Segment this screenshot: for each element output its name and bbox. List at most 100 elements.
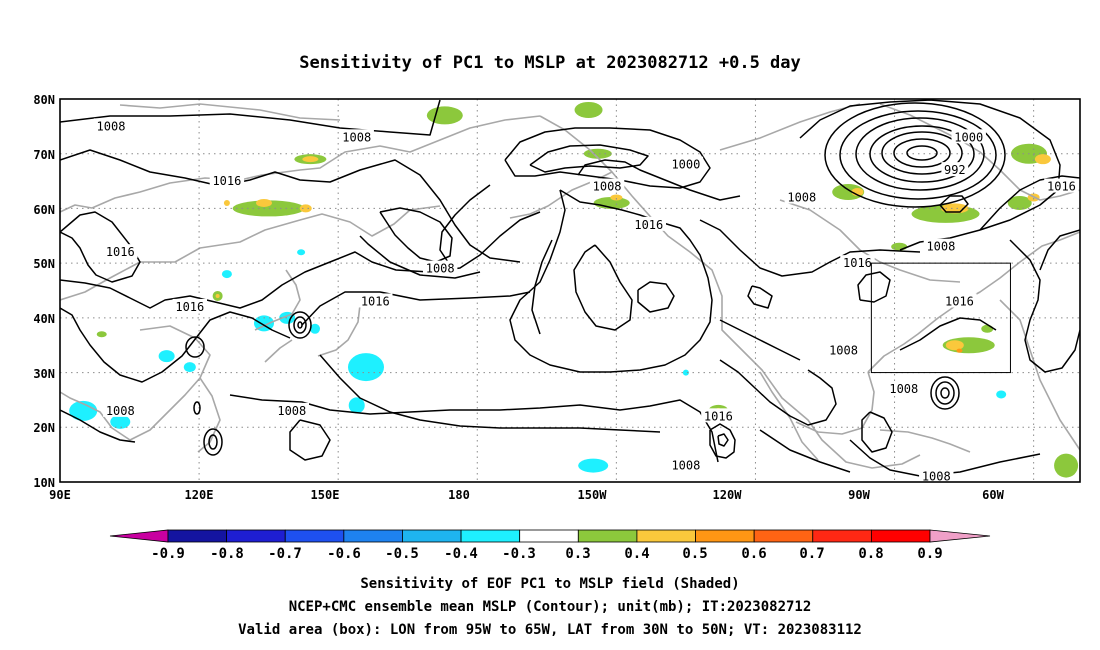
contour-label-background (923, 238, 959, 253)
contour-label: 1008 (671, 459, 700, 473)
sensitivity-patch (223, 199, 230, 206)
sensitivity-patch (232, 200, 305, 217)
sensitivity-patch (1054, 453, 1079, 478)
x-axis-ticks: 90E 120E 150E 180 150W 120W 90W 60W (49, 488, 1004, 502)
contour-label-background (941, 162, 969, 177)
contour-label-background (951, 129, 986, 144)
sensitivity-patch (302, 156, 319, 163)
contour-label-background (784, 189, 820, 204)
x-tick-label: 90E (49, 488, 71, 502)
x-tick-label: 180 (448, 488, 470, 502)
sensitivity-patch (36, 218, 38, 220)
colorbar-swatch (753, 529, 814, 543)
colorbar-swatch (460, 529, 521, 543)
y-tick-label: 80N (33, 93, 55, 107)
contour-label: 1008 (277, 404, 306, 418)
colorbar-lower-triangle (109, 529, 169, 543)
footer-line-3: Valid area (box): LON from 95W to 65W, L… (238, 622, 862, 638)
colorbar-label: -0.5 (385, 546, 419, 562)
y-tick-label: 40N (33, 312, 55, 326)
sensitivity-patch (69, 400, 98, 421)
contour-label-background (668, 156, 704, 171)
sensitivity-patch (996, 390, 1007, 399)
sensitivity-patch (945, 340, 964, 351)
map-frame (59, 98, 1081, 483)
x-tick-label: 150E (311, 488, 340, 502)
colorbar-label: 0.8 (858, 546, 883, 562)
contour-label-background (172, 298, 208, 313)
sensitivity-patch (1034, 154, 1051, 165)
contour-label: 1008 (787, 190, 816, 204)
colorbar-label: -0.4 (444, 546, 478, 562)
sensitivity-patch (610, 194, 623, 201)
y-tick-label: 30N (33, 367, 55, 381)
contour-label: 1016 (1047, 180, 1076, 194)
contour-label: 1016 (212, 174, 241, 188)
contour-label-background (923, 99, 959, 100)
contour-label-background (919, 468, 954, 482)
colorbar-swatch (284, 529, 345, 543)
colorbar-label: 0.9 (917, 546, 942, 562)
sensitivity-patch (348, 353, 384, 382)
colorbar-label: 0.3 (565, 546, 590, 562)
colorbar-label: 0.6 (741, 546, 766, 562)
y-tick-label: 60N (33, 203, 55, 217)
sensitivity-patch (221, 270, 232, 279)
sensitivity-patch (1007, 195, 1032, 210)
sensitivity-patch (256, 198, 272, 207)
contour-label-background (1044, 178, 1079, 193)
contour-label: 1016 (175, 300, 204, 314)
contour-label-background (103, 244, 138, 259)
contour-label: 1000 (671, 158, 700, 172)
colorbar-upper-triangle (929, 529, 991, 543)
contour-label-background (103, 402, 138, 417)
sensitivity-patch (110, 414, 131, 429)
contour-label-background (339, 129, 374, 144)
contour-label: 1016 (945, 294, 974, 308)
y-tick-label: 70N (33, 148, 55, 162)
colorbar-swatch (870, 529, 931, 543)
contour-label: 1008 (426, 262, 455, 276)
contour-label-background (93, 118, 129, 133)
x-tick-label: 60W (982, 488, 1004, 502)
contour-label: 1016 (634, 218, 663, 232)
contour-label-background (358, 293, 393, 308)
contour-label: 1016 (106, 245, 135, 259)
contour-label-background (668, 457, 704, 472)
x-tick-label: 120W (713, 488, 743, 502)
contour-label: 1016 (704, 409, 733, 423)
contour-label: 1008 (106, 404, 135, 418)
colorbar-swatch (343, 529, 403, 543)
map-title: Sensitivity of PC1 to MSLP at 2023082712… (299, 53, 801, 73)
y-tick-label: 20N (33, 421, 55, 435)
contour-label: 1008 (97, 119, 126, 133)
contour-label: 1008 (342, 130, 371, 144)
contour-label: 1008 (922, 470, 951, 484)
contour-label: 1008 (926, 240, 955, 254)
colorbar-swatch (636, 529, 696, 543)
contour-label-background (840, 255, 875, 270)
colorbar-swatch (226, 529, 286, 543)
sensitivity-patch (348, 397, 365, 414)
x-tick-label: 150W (578, 488, 608, 502)
sensitivity-patch (183, 362, 196, 373)
contour-label: 1016 (843, 256, 872, 270)
contour-label-background (422, 260, 458, 275)
sensitivity-patch (891, 242, 908, 251)
sensitivity-patch (832, 184, 865, 201)
colorbar-labels: -0.9 -0.8 -0.7 -0.6 -0.5 -0.4 -0.3 0.3 0… (151, 546, 943, 562)
contour-label: 992 (944, 163, 966, 177)
y-axis-ticks: 80N 70N 60N 50N 40N 30N 20N 10N (33, 93, 55, 490)
sensitivity-patch (682, 369, 689, 376)
y-tick-label: 50N (33, 257, 55, 271)
mslp-contours (60, 99, 1080, 477)
contour-labels: 1008 1008 1016 1016 1016 1008 1008 1016 1008 1000… (93, 99, 1079, 484)
map-panel: 1008 1008 1016 1016 1016 1008 1008 1016 1008 1000… (36, 99, 1080, 484)
contour-label-background (942, 293, 977, 308)
contour-label-background (274, 402, 310, 417)
sensitivity-shading (36, 101, 1079, 478)
contour-label-background (701, 408, 736, 423)
colorbar-label: -0.7 (268, 546, 302, 562)
contour-label-background (631, 216, 667, 231)
colorbar-label: -0.6 (327, 546, 361, 562)
